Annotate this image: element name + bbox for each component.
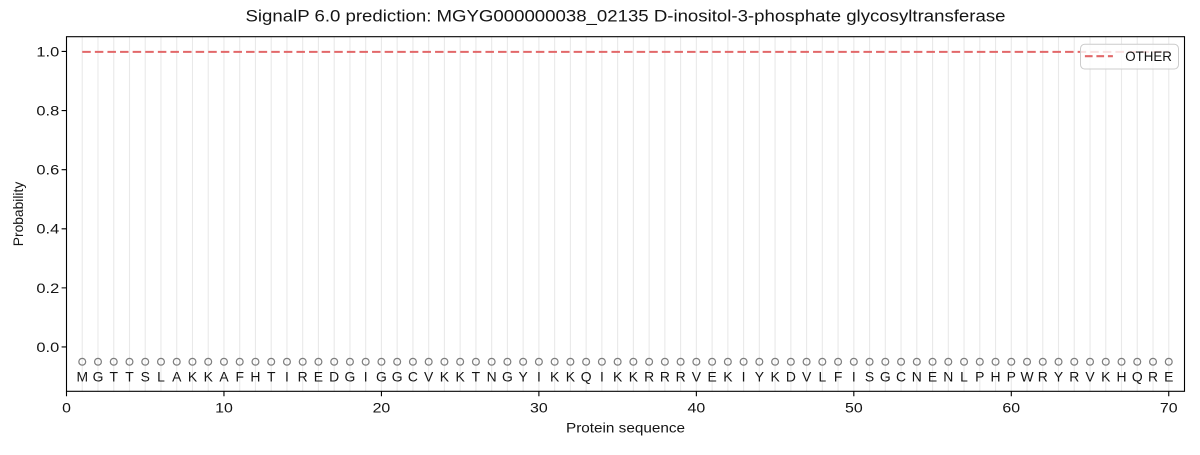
svg-text:T: T: [472, 369, 481, 385]
svg-text:L: L: [960, 369, 968, 385]
svg-text:R: R: [298, 369, 308, 385]
svg-text:I: I: [364, 369, 368, 385]
svg-text:20: 20: [373, 400, 391, 416]
svg-text:0.8: 0.8: [36, 102, 59, 118]
svg-text:0.2: 0.2: [36, 280, 59, 296]
svg-text:G: G: [502, 369, 513, 385]
svg-text:G: G: [93, 369, 104, 385]
svg-text:R: R: [1148, 369, 1158, 385]
svg-text:G: G: [880, 369, 891, 385]
svg-text:S: S: [141, 369, 150, 385]
svg-text:60: 60: [1002, 400, 1020, 416]
svg-text:V: V: [424, 369, 434, 385]
svg-text:K: K: [204, 369, 214, 385]
svg-text:Y: Y: [519, 369, 528, 385]
svg-text:K: K: [613, 369, 623, 385]
svg-text:K: K: [723, 369, 733, 385]
svg-text:E: E: [928, 369, 937, 385]
svg-text:K: K: [770, 369, 780, 385]
svg-text:SignalP 6.0 prediction: MGYG00: SignalP 6.0 prediction: MGYG000000038_02…: [246, 8, 1006, 26]
svg-text:C: C: [896, 369, 906, 385]
svg-text:50: 50: [845, 400, 863, 416]
svg-text:I: I: [537, 369, 541, 385]
svg-text:W: W: [1020, 369, 1034, 385]
svg-text:R: R: [676, 369, 686, 385]
svg-text:R: R: [644, 369, 654, 385]
svg-text:K: K: [550, 369, 560, 385]
svg-text:30: 30: [530, 400, 548, 416]
svg-text:0: 0: [62, 400, 71, 416]
svg-text:E: E: [314, 369, 323, 385]
svg-text:I: I: [285, 369, 289, 385]
svg-text:C: C: [408, 369, 418, 385]
svg-text:V: V: [802, 369, 812, 385]
svg-text:G: G: [376, 369, 387, 385]
svg-text:K: K: [188, 369, 198, 385]
svg-text:10: 10: [215, 400, 233, 416]
svg-text:Protein sequence: Protein sequence: [566, 419, 685, 435]
svg-text:T: T: [109, 369, 118, 385]
svg-text:E: E: [707, 369, 716, 385]
svg-text:M: M: [76, 369, 88, 385]
svg-text:T: T: [267, 369, 276, 385]
svg-text:S: S: [865, 369, 874, 385]
svg-text:P: P: [1007, 369, 1016, 385]
svg-text:A: A: [172, 369, 182, 385]
svg-text:0.0: 0.0: [36, 339, 59, 355]
svg-text:D: D: [329, 369, 339, 385]
svg-text:K: K: [629, 369, 639, 385]
svg-text:K: K: [456, 369, 466, 385]
svg-text:1.0: 1.0: [36, 43, 59, 59]
svg-text:F: F: [235, 369, 244, 385]
svg-text:0.4: 0.4: [36, 221, 59, 237]
svg-text:K: K: [566, 369, 576, 385]
svg-text:V: V: [692, 369, 702, 385]
svg-text:N: N: [487, 369, 497, 385]
svg-text:I: I: [852, 369, 856, 385]
svg-text:R: R: [1038, 369, 1048, 385]
svg-text:I: I: [600, 369, 604, 385]
svg-text:70: 70: [1160, 400, 1178, 416]
svg-text:Q: Q: [581, 369, 592, 385]
svg-text:R: R: [1069, 369, 1079, 385]
svg-text:Probability: Probability: [10, 182, 26, 247]
svg-text:E: E: [1164, 369, 1173, 385]
svg-text:H: H: [1116, 369, 1126, 385]
svg-text:T: T: [125, 369, 134, 385]
svg-text:D: D: [786, 369, 796, 385]
svg-text:Y: Y: [755, 369, 764, 385]
svg-text:G: G: [345, 369, 356, 385]
svg-text:Q: Q: [1132, 369, 1143, 385]
svg-text:Y: Y: [1054, 369, 1063, 385]
svg-text:H: H: [991, 369, 1001, 385]
svg-text:L: L: [157, 369, 165, 385]
svg-text:OTHER: OTHER: [1125, 48, 1172, 64]
svg-text:F: F: [834, 369, 843, 385]
svg-text:I: I: [742, 369, 746, 385]
svg-text:P: P: [975, 369, 984, 385]
svg-text:R: R: [660, 369, 670, 385]
svg-text:L: L: [818, 369, 826, 385]
svg-text:N: N: [912, 369, 922, 385]
svg-text:N: N: [943, 369, 953, 385]
svg-text:A: A: [219, 369, 229, 385]
svg-text:G: G: [392, 369, 403, 385]
svg-text:V: V: [1085, 369, 1095, 385]
svg-text:40: 40: [688, 400, 706, 416]
svg-text:K: K: [1101, 369, 1111, 385]
svg-text:K: K: [440, 369, 450, 385]
svg-text:H: H: [250, 369, 260, 385]
svg-text:0.6: 0.6: [36, 162, 59, 178]
